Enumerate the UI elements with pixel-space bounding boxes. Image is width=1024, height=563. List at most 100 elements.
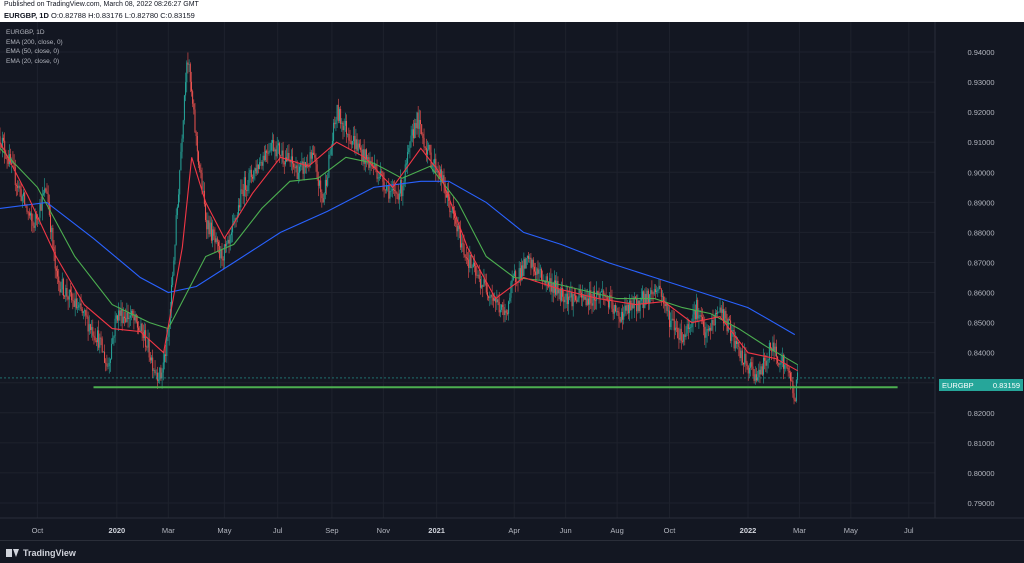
candle-body: [173, 260, 175, 276]
candle-body: [747, 365, 749, 374]
candle-body: [176, 206, 178, 216]
candle-body: [405, 163, 407, 165]
candle-body: [597, 291, 599, 296]
candle-body: [757, 377, 759, 381]
candle-body: [54, 251, 56, 269]
candle-body: [716, 313, 718, 314]
candle-body: [201, 172, 203, 192]
candle-body: [206, 220, 208, 230]
candle-body: [168, 324, 170, 337]
candle-body: [15, 185, 17, 186]
candle-body: [672, 318, 674, 320]
candle-body: [13, 163, 15, 168]
candle-body: [461, 243, 463, 248]
candle-body: [145, 330, 147, 347]
candle-body: [491, 294, 493, 298]
candle-body: [724, 310, 726, 324]
candle-body: [85, 310, 87, 316]
candle-body: [350, 141, 352, 145]
tradingview-brand[interactable]: TradingView: [6, 548, 76, 558]
candle-body: [28, 212, 30, 216]
candle-body: [239, 205, 241, 208]
time-tick-label: Aug: [610, 526, 623, 535]
candle-body: [557, 280, 559, 294]
candle-body: [528, 255, 530, 259]
legend-ema200[interactable]: EMA (200, close, 0): [6, 38, 63, 46]
price-tick-label: 0.90000: [967, 168, 994, 177]
legend-ema50[interactable]: EMA (50, close, 0): [6, 48, 60, 55]
candle-body: [194, 109, 196, 133]
candle-body: [5, 153, 7, 159]
candle-body: [499, 309, 501, 313]
candle-body: [402, 186, 404, 197]
candle-body: [135, 314, 137, 322]
candle-body: [47, 193, 49, 202]
candle-body: [30, 213, 32, 216]
candle-body: [647, 290, 649, 304]
candle-body: [501, 304, 503, 310]
candle-body: [748, 367, 750, 374]
candle-body: [606, 297, 608, 301]
time-axis: Oct 2020 Mar May Jul Sep Nov 2021 Apr Jun Aug Oct 20…: [32, 526, 914, 535]
candle-body: [142, 332, 144, 339]
candle-body: [586, 298, 588, 306]
candle-body: [55, 268, 57, 271]
candle-body: [445, 194, 447, 198]
candle-body: [20, 189, 22, 201]
candle-body: [407, 152, 409, 164]
candle-body: [253, 170, 255, 179]
candle-body: [288, 152, 290, 160]
candle-body: [264, 150, 266, 161]
candle-body: [151, 357, 153, 361]
candle-body: [599, 292, 601, 298]
candle-body: [609, 295, 611, 308]
candle-body: [483, 279, 485, 287]
candle-body: [160, 367, 162, 379]
candle-body: [155, 372, 157, 374]
candle-body: [431, 165, 433, 168]
candle-body: [139, 330, 141, 332]
legend-ema20[interactable]: EMA (20, close, 0): [6, 57, 60, 65]
candle-body: [760, 366, 762, 375]
candle-body: [417, 112, 419, 129]
candle-body: [573, 294, 575, 296]
candle-body: [153, 370, 155, 371]
candle-body: [712, 319, 714, 325]
candle-body: [214, 235, 216, 243]
candle-body: [351, 140, 353, 145]
price-chart[interactable]: 0.94000 0.93000 0.92000 0.91000 0.90000 0.890…: [0, 22, 1024, 540]
candle-body: [202, 190, 204, 192]
candle-body: [728, 319, 730, 321]
candle-body: [691, 323, 693, 328]
candle-body: [195, 132, 197, 136]
candle-body: [178, 194, 180, 207]
candle-body: [631, 303, 633, 311]
candle-body: [109, 358, 111, 363]
candle-body: [330, 146, 332, 155]
candle-body: [717, 311, 719, 314]
candle-body: [533, 266, 535, 272]
candle-body: [674, 327, 676, 331]
candle-body: [570, 291, 572, 298]
ohlc-readout: EURGBP, 1D O:0.82788 H:0.83176 L:0.82780…: [4, 11, 195, 20]
candle-body: [575, 295, 577, 301]
candle-body: [392, 188, 394, 190]
publish-header: Published on TradingView.com, March 08, …: [0, 0, 1024, 22]
candle-body: [558, 289, 560, 294]
legend-symbol[interactable]: EURGBP, 1D: [6, 29, 45, 36]
candle-body: [566, 293, 568, 305]
candle-body: [504, 310, 506, 315]
candle-body: [677, 327, 679, 339]
candle-body: [739, 347, 741, 359]
candle-body: [652, 293, 654, 295]
candle-body: [400, 179, 402, 194]
candle-body: [774, 346, 776, 351]
candle-body: [585, 296, 587, 306]
candle-body: [46, 191, 48, 194]
candle-body: [529, 257, 531, 259]
candle-body: [411, 129, 413, 136]
candle-body: [790, 372, 792, 381]
candle-body: [449, 201, 451, 213]
price-tick-label: 0.93000: [967, 78, 994, 87]
candle-body: [703, 321, 705, 327]
